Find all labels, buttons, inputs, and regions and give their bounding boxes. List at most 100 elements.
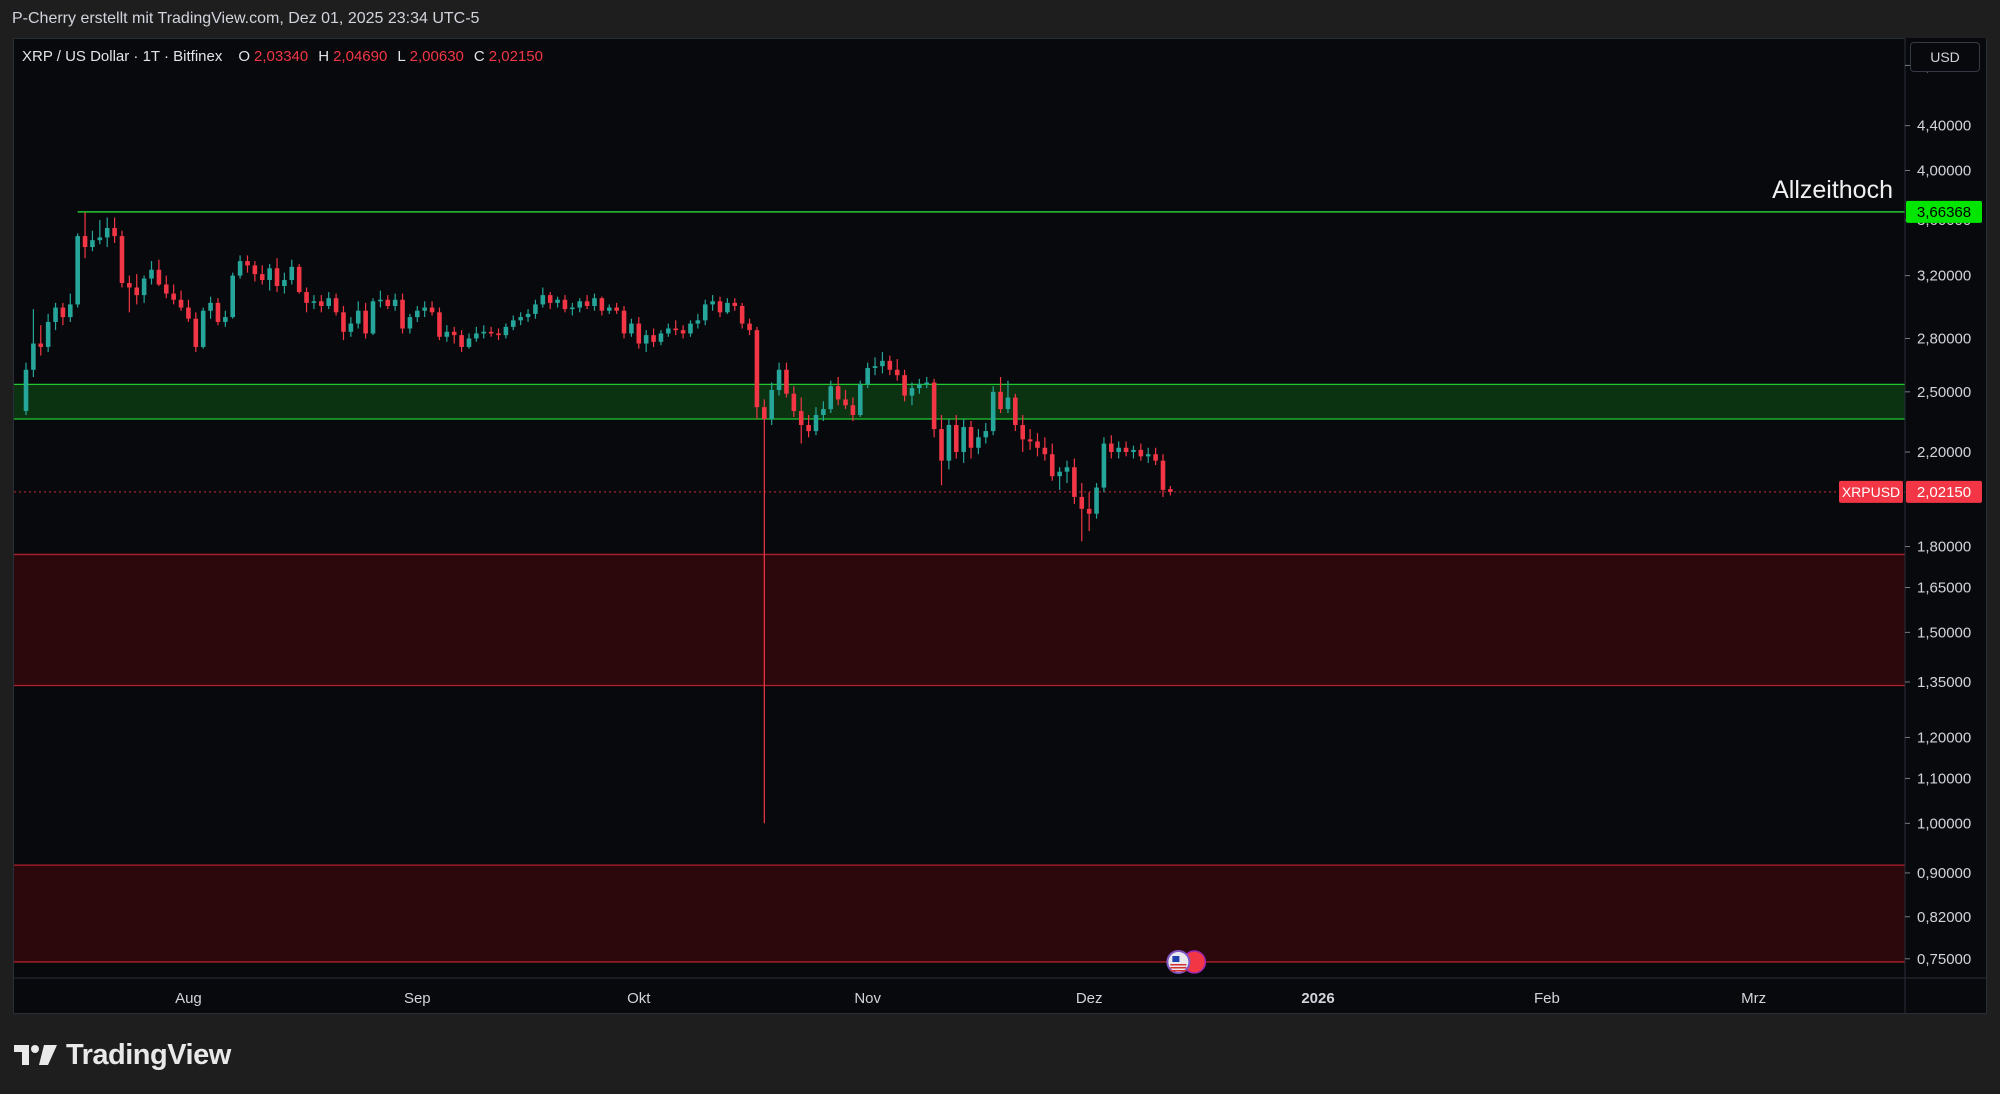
candle-body[interactable] [555,299,560,303]
candle-body[interactable] [444,331,450,337]
candle-body[interactable] [614,307,619,311]
candle-body[interactable] [909,388,915,396]
candle-body[interactable] [90,240,95,248]
candle-body[interactable] [466,338,472,347]
candle-body[interactable] [252,265,258,275]
candle-body[interactable] [60,307,66,318]
candle-body[interactable] [407,317,413,329]
candle-body[interactable] [584,301,590,306]
candle-body[interactable] [798,411,804,425]
candle-body[interactable] [917,384,922,389]
candle-body[interactable] [156,269,162,285]
candle-body[interactable] [636,323,642,344]
candle-body[interactable] [459,335,464,347]
candle-body[interactable] [688,323,693,334]
candle-body[interactable] [31,343,36,370]
candle-body[interactable] [474,333,479,339]
candle-body[interactable] [75,236,80,305]
candle-body[interactable] [1049,454,1055,477]
candle-body[interactable] [931,382,937,430]
candle-body[interactable] [370,301,376,334]
candle-body[interactable] [363,310,368,334]
candle-body[interactable] [163,284,169,294]
candle-body[interactable] [1072,467,1077,497]
candle-body[interactable] [1079,496,1085,509]
candle-body[interactable] [510,320,516,327]
candle-body[interactable] [680,330,686,334]
candle-body[interactable] [651,335,656,342]
candle-body[interactable] [695,320,701,324]
candle-body[interactable] [673,328,678,331]
currency-button[interactable]: USD [1910,42,1980,72]
candle-body[interactable] [259,274,265,281]
candle-body[interactable] [791,393,797,412]
candle-body[interactable] [193,318,199,347]
candle-body[interactable] [983,431,989,438]
candle-body[interactable] [333,298,339,313]
candle-body[interactable] [725,302,730,313]
candle-body[interactable] [319,301,324,306]
candle-body[interactable] [902,375,907,396]
candle-body[interactable] [880,360,885,367]
candle-body[interactable] [658,333,664,342]
candle-body[interactable] [1086,508,1092,514]
candle-body[interactable] [946,424,952,461]
candle-body[interactable] [1116,447,1121,453]
candle-body[interactable] [1094,487,1099,514]
candle-body[interactable] [939,429,944,461]
candle-body[interactable] [924,382,930,385]
candle-body[interactable] [45,321,51,347]
candle-body[interactable] [282,280,287,287]
candle-body[interactable] [230,275,236,318]
candle-body[interactable] [289,266,295,281]
candle-body[interactable] [621,310,627,334]
candle-body[interactable] [577,301,583,308]
candle-body[interactable] [606,307,612,311]
candle-body[interactable] [570,307,575,310]
candle-body[interactable] [496,333,501,336]
candle-body[interactable] [1101,443,1107,488]
candle-body[interactable] [1109,443,1114,453]
candle-body[interactable] [968,427,974,448]
price-axis-background[interactable] [1905,38,1986,978]
candle-body[interactable] [533,304,538,314]
candle-body[interactable] [348,323,354,332]
candle-body[interactable] [1168,489,1173,492]
candle-body[interactable] [710,301,715,305]
candle-body[interactable] [422,307,427,311]
candle-body[interactable] [274,268,280,287]
candle-body[interactable] [1005,397,1011,410]
candle-body[interactable] [813,414,819,432]
candle-body[interactable] [717,301,723,313]
candle-body[interactable] [643,335,649,344]
candle-body[interactable] [237,261,243,276]
candle-body[interactable] [525,313,531,318]
candle-body[interactable] [326,298,331,306]
candle-body[interactable] [754,330,760,408]
candle-body[interactable] [503,326,509,336]
candle-body[interactable] [1123,447,1129,453]
candle-body[interactable] [1064,467,1070,472]
candle-body[interactable] [400,299,405,329]
candle-body[interactable] [887,360,893,370]
candle-body[interactable] [1020,424,1026,440]
candle-body[interactable] [1013,397,1018,425]
candle-body[interactable] [1160,460,1166,490]
candle-body[interactable] [702,304,708,321]
candle-body[interactable] [666,328,671,334]
candle-body[interactable] [894,369,900,376]
candle-body[interactable] [488,331,494,334]
candle-body[interactable] [518,317,523,321]
candle-body[interactable] [732,302,738,306]
candle-body[interactable] [437,312,442,337]
candle-body[interactable] [806,424,811,432]
candle-body[interactable] [1027,439,1033,442]
candle-body[interactable] [208,302,213,311]
candle-body[interactable] [835,386,841,400]
candle-body[interactable] [998,391,1003,410]
candle-body[interactable] [1035,441,1040,448]
candle-body[interactable] [186,307,191,319]
candle-body[interactable] [23,369,29,412]
candle-body[interactable] [481,331,487,334]
candle-body[interactable] [1042,447,1048,455]
